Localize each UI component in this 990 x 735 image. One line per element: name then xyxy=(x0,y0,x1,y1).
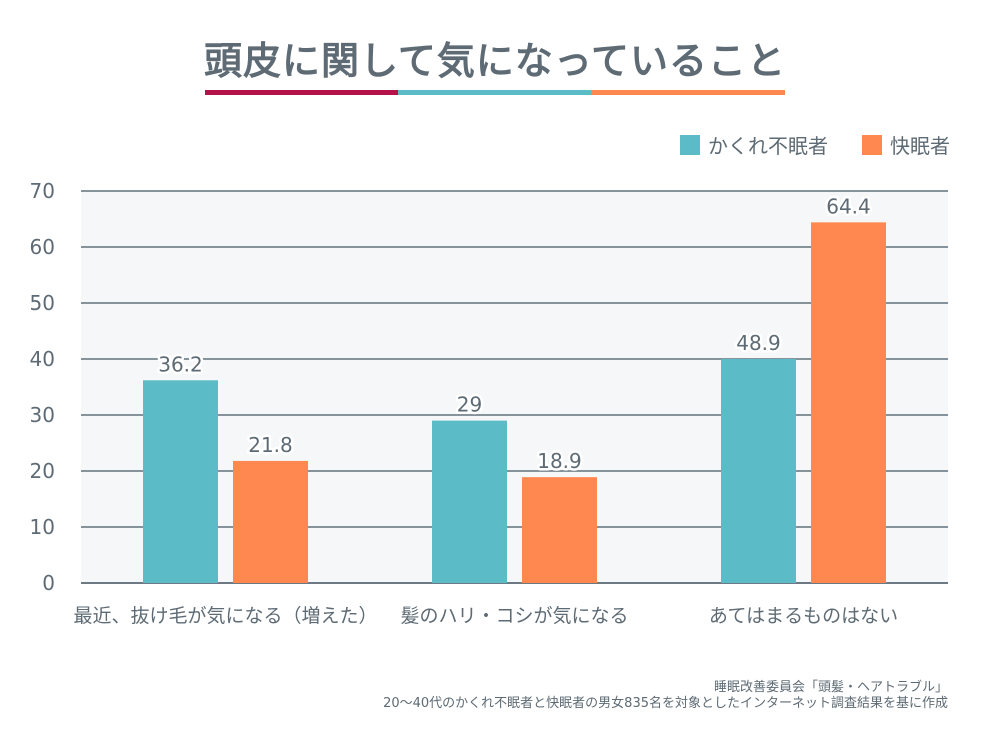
title-underline-teal xyxy=(398,90,591,95)
legend: かくれ不眠者 快眠者 xyxy=(646,130,950,159)
y-tick-label: 50 xyxy=(30,291,55,315)
data-label: 36.2 xyxy=(158,352,203,376)
legend-item-good-sleeper: 快眠者 xyxy=(862,130,950,159)
source-line-2: 20〜40代のかくれ不眠者と快眠者の男女835名を対象としたインターネット調査結… xyxy=(383,696,948,711)
y-tick-label: 60 xyxy=(30,235,55,259)
data-label: 21.8 xyxy=(248,433,293,457)
bar xyxy=(522,477,597,583)
data-label: 29 xyxy=(457,393,482,417)
legend-swatch-orange xyxy=(862,134,882,155)
x-tick-label: 髪のハリ・コシが気になる xyxy=(400,605,628,627)
y-tick-label: 30 xyxy=(30,403,55,427)
chart-title: 頭皮に関して気になっていること xyxy=(204,39,786,83)
data-label: 48.9 xyxy=(736,331,781,355)
plot-area xyxy=(81,191,948,583)
data-label: 18.9 xyxy=(537,449,582,473)
bar xyxy=(811,222,886,584)
title-underline-red xyxy=(205,90,398,95)
data-label: 64.4 xyxy=(826,194,871,218)
source-note: 睡眠改善委員会「頭髪・ヘアトラブル」 20〜40代のかくれ不眠者と快眠者の男女8… xyxy=(383,680,948,712)
legend-item-hidden-insomnia: かくれ不眠者 xyxy=(680,130,828,159)
y-tick-label: 40 xyxy=(30,347,55,371)
y-tick-label: 70 xyxy=(30,179,55,203)
title-underline-orange xyxy=(591,90,785,95)
bar xyxy=(233,460,308,583)
legend-label: 快眠者 xyxy=(890,134,950,158)
bar xyxy=(432,420,507,583)
bar xyxy=(143,380,218,583)
legend-label: かくれ不眠者 xyxy=(708,134,828,158)
y-tick-label: 10 xyxy=(30,515,55,539)
y-tick-label: 0 xyxy=(42,571,55,595)
y-tick-label: 20 xyxy=(30,459,55,483)
x-tick-label: 最近、抜け毛が気になる（増えた） xyxy=(73,605,377,627)
legend-swatch-teal xyxy=(680,134,700,155)
source-line-1: 睡眠改善委員会「頭髪・ヘアトラブル」 xyxy=(713,680,948,695)
x-tick-label: あてはまるものはない xyxy=(709,605,898,627)
bar xyxy=(721,359,796,583)
